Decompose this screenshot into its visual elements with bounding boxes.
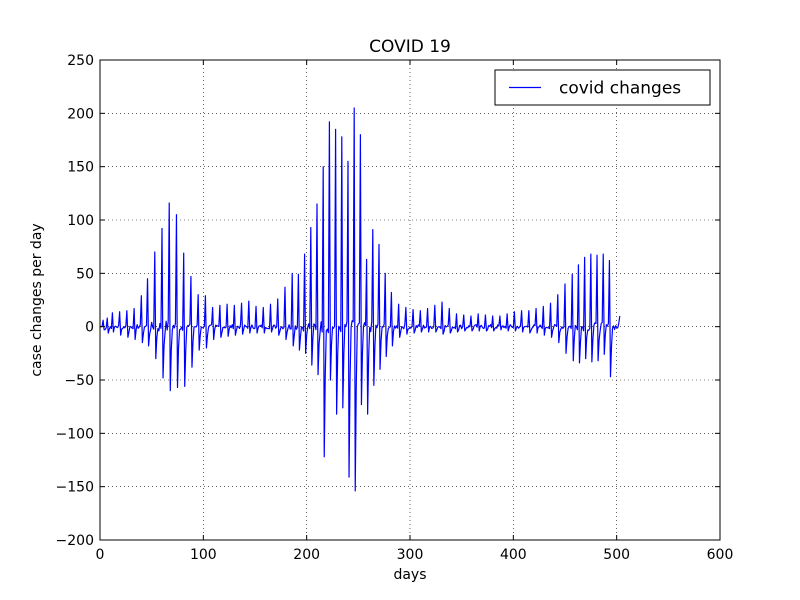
x-tick-label: 500 <box>603 547 630 563</box>
y-tick-label: 250 <box>67 53 94 69</box>
y-tick-label: 200 <box>67 106 94 122</box>
x-tick-label: 600 <box>707 547 734 563</box>
x-tick-label: 300 <box>397 547 424 563</box>
legend: covid changes <box>494 69 711 106</box>
y-tick-label: 150 <box>67 160 94 176</box>
y-tick-label: −200 <box>56 533 94 549</box>
x-axis-label: days <box>393 567 426 583</box>
x-tick-label: 200 <box>293 547 320 563</box>
chart-title: COVID 19 <box>369 37 451 57</box>
x-tick-label: 400 <box>500 547 527 563</box>
ticks: 0 100 200 300 400 500 600 −200 −150 −100 −50 0 50 100… <box>56 53 734 563</box>
y-tick-label: −50 <box>64 373 94 389</box>
legend-label: covid changes <box>559 79 681 99</box>
y-tick-label: −150 <box>56 480 94 496</box>
x-tick-label: 0 <box>96 547 105 563</box>
y-tick-label: 0 <box>85 320 94 336</box>
x-tick-label: 100 <box>190 547 217 563</box>
y-axis-label: case changes per day <box>29 223 45 376</box>
y-tick-label: −100 <box>56 426 94 442</box>
y-tick-label: 100 <box>67 213 94 229</box>
y-tick-label: 50 <box>76 266 94 282</box>
series-line-covid-changes <box>99 107 621 492</box>
series-layer <box>99 107 621 492</box>
